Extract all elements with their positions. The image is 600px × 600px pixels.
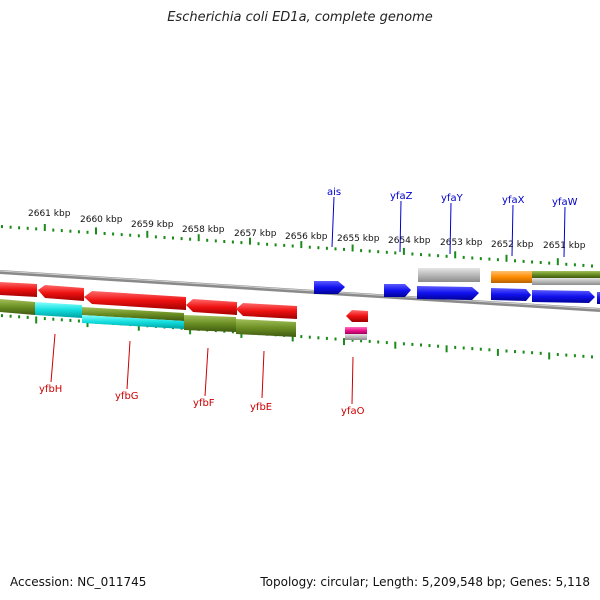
gene-label-yfaZ[interactable]: yfaZ: [390, 191, 413, 202]
scale-label: 2659 kbp: [131, 220, 174, 230]
label-leader-line: [331, 196, 335, 248]
feature-band-gray[interactable]: [532, 278, 600, 285]
gene-arrow-yfbH[interactable]: [38, 285, 84, 301]
gene-label-ais[interactable]: ais: [327, 187, 341, 198]
feature-band-olive[interactable]: [184, 315, 236, 332]
gene-label-yfaO[interactable]: yfaO: [341, 406, 365, 417]
genome-backbone-highlight: [0, 270, 600, 310]
label-leader-line: [351, 356, 354, 405]
page-title: Escherichia coli ED1a, complete genome: [167, 10, 433, 25]
gene-label-yfbE[interactable]: yfbE: [250, 402, 272, 413]
feature-band-gray[interactable]: [418, 268, 480, 282]
accession-label: Accession: NC_011745: [10, 575, 147, 589]
gene-label-yfaW[interactable]: yfaW: [552, 197, 578, 208]
gene-arrow-reverse[interactable]: [0, 282, 37, 297]
gene-arrow-partial[interactable]: [597, 292, 600, 304]
scale-label: 2653 kbp: [440, 238, 483, 248]
feature-band-olive[interactable]: [0, 299, 35, 315]
label-leader-line: [563, 206, 566, 258]
label-leader-line: [449, 202, 452, 255]
scale-label: 2660 kbp: [80, 215, 123, 225]
gene-label-yfaY[interactable]: yfaY: [441, 193, 464, 204]
gene-arrow-yfaX[interactable]: [491, 288, 531, 301]
feature-band-cyan[interactable]: [35, 302, 82, 318]
label-leader-line: [511, 204, 514, 257]
gene-label-yfaX[interactable]: yfaX: [502, 195, 525, 206]
gene-arrow-yfaO[interactable]: [346, 310, 368, 322]
gene-arrow-yfaY[interactable]: [417, 286, 479, 300]
label-leader-line: [204, 347, 209, 397]
label-leader-line: [261, 350, 265, 399]
scale-label: 2658 kbp: [182, 225, 225, 235]
label-leader-line: [50, 333, 56, 383]
genome-summary: Topology: circular; Length: 5,209,548 bp…: [260, 575, 590, 589]
feature-band-olive[interactable]: [532, 271, 600, 278]
gene-label-yfbG[interactable]: yfbG: [115, 391, 139, 402]
gene-label-yfbF[interactable]: yfbF: [193, 398, 215, 409]
feature-band-orange[interactable]: [491, 271, 532, 283]
feature-band-gray[interactable]: [345, 334, 367, 340]
scale-label: 2654 kbp: [388, 236, 431, 246]
label-leader-line: [399, 200, 402, 253]
scale-label: 2657 kbp: [234, 229, 277, 239]
gene-label-yfbH[interactable]: yfbH: [39, 384, 62, 395]
feature-band-olive[interactable]: [82, 307, 184, 321]
gene-arrow-yfbG[interactable]: [84, 291, 186, 310]
feature-band-olive[interactable]: [236, 319, 296, 337]
gene-arrow-yfaZ[interactable]: [384, 284, 411, 297]
gene-arrow-yfaW[interactable]: [532, 290, 595, 303]
scale-ticks-top: [1, 224, 593, 268]
scale-label: 2655 kbp: [337, 234, 380, 244]
gene-arrow-yfbE[interactable]: [236, 303, 297, 319]
feature-band-cyan[interactable]: [82, 315, 184, 329]
scale-label: 2661 kbp: [28, 209, 71, 219]
gene-arrow-ais[interactable]: [314, 281, 345, 294]
scale-label: 2656 kbp: [285, 232, 328, 242]
label-leader-line: [126, 340, 131, 390]
feature-band-magenta[interactable]: [345, 327, 367, 334]
gene-arrow-yfbF[interactable]: [186, 299, 237, 315]
